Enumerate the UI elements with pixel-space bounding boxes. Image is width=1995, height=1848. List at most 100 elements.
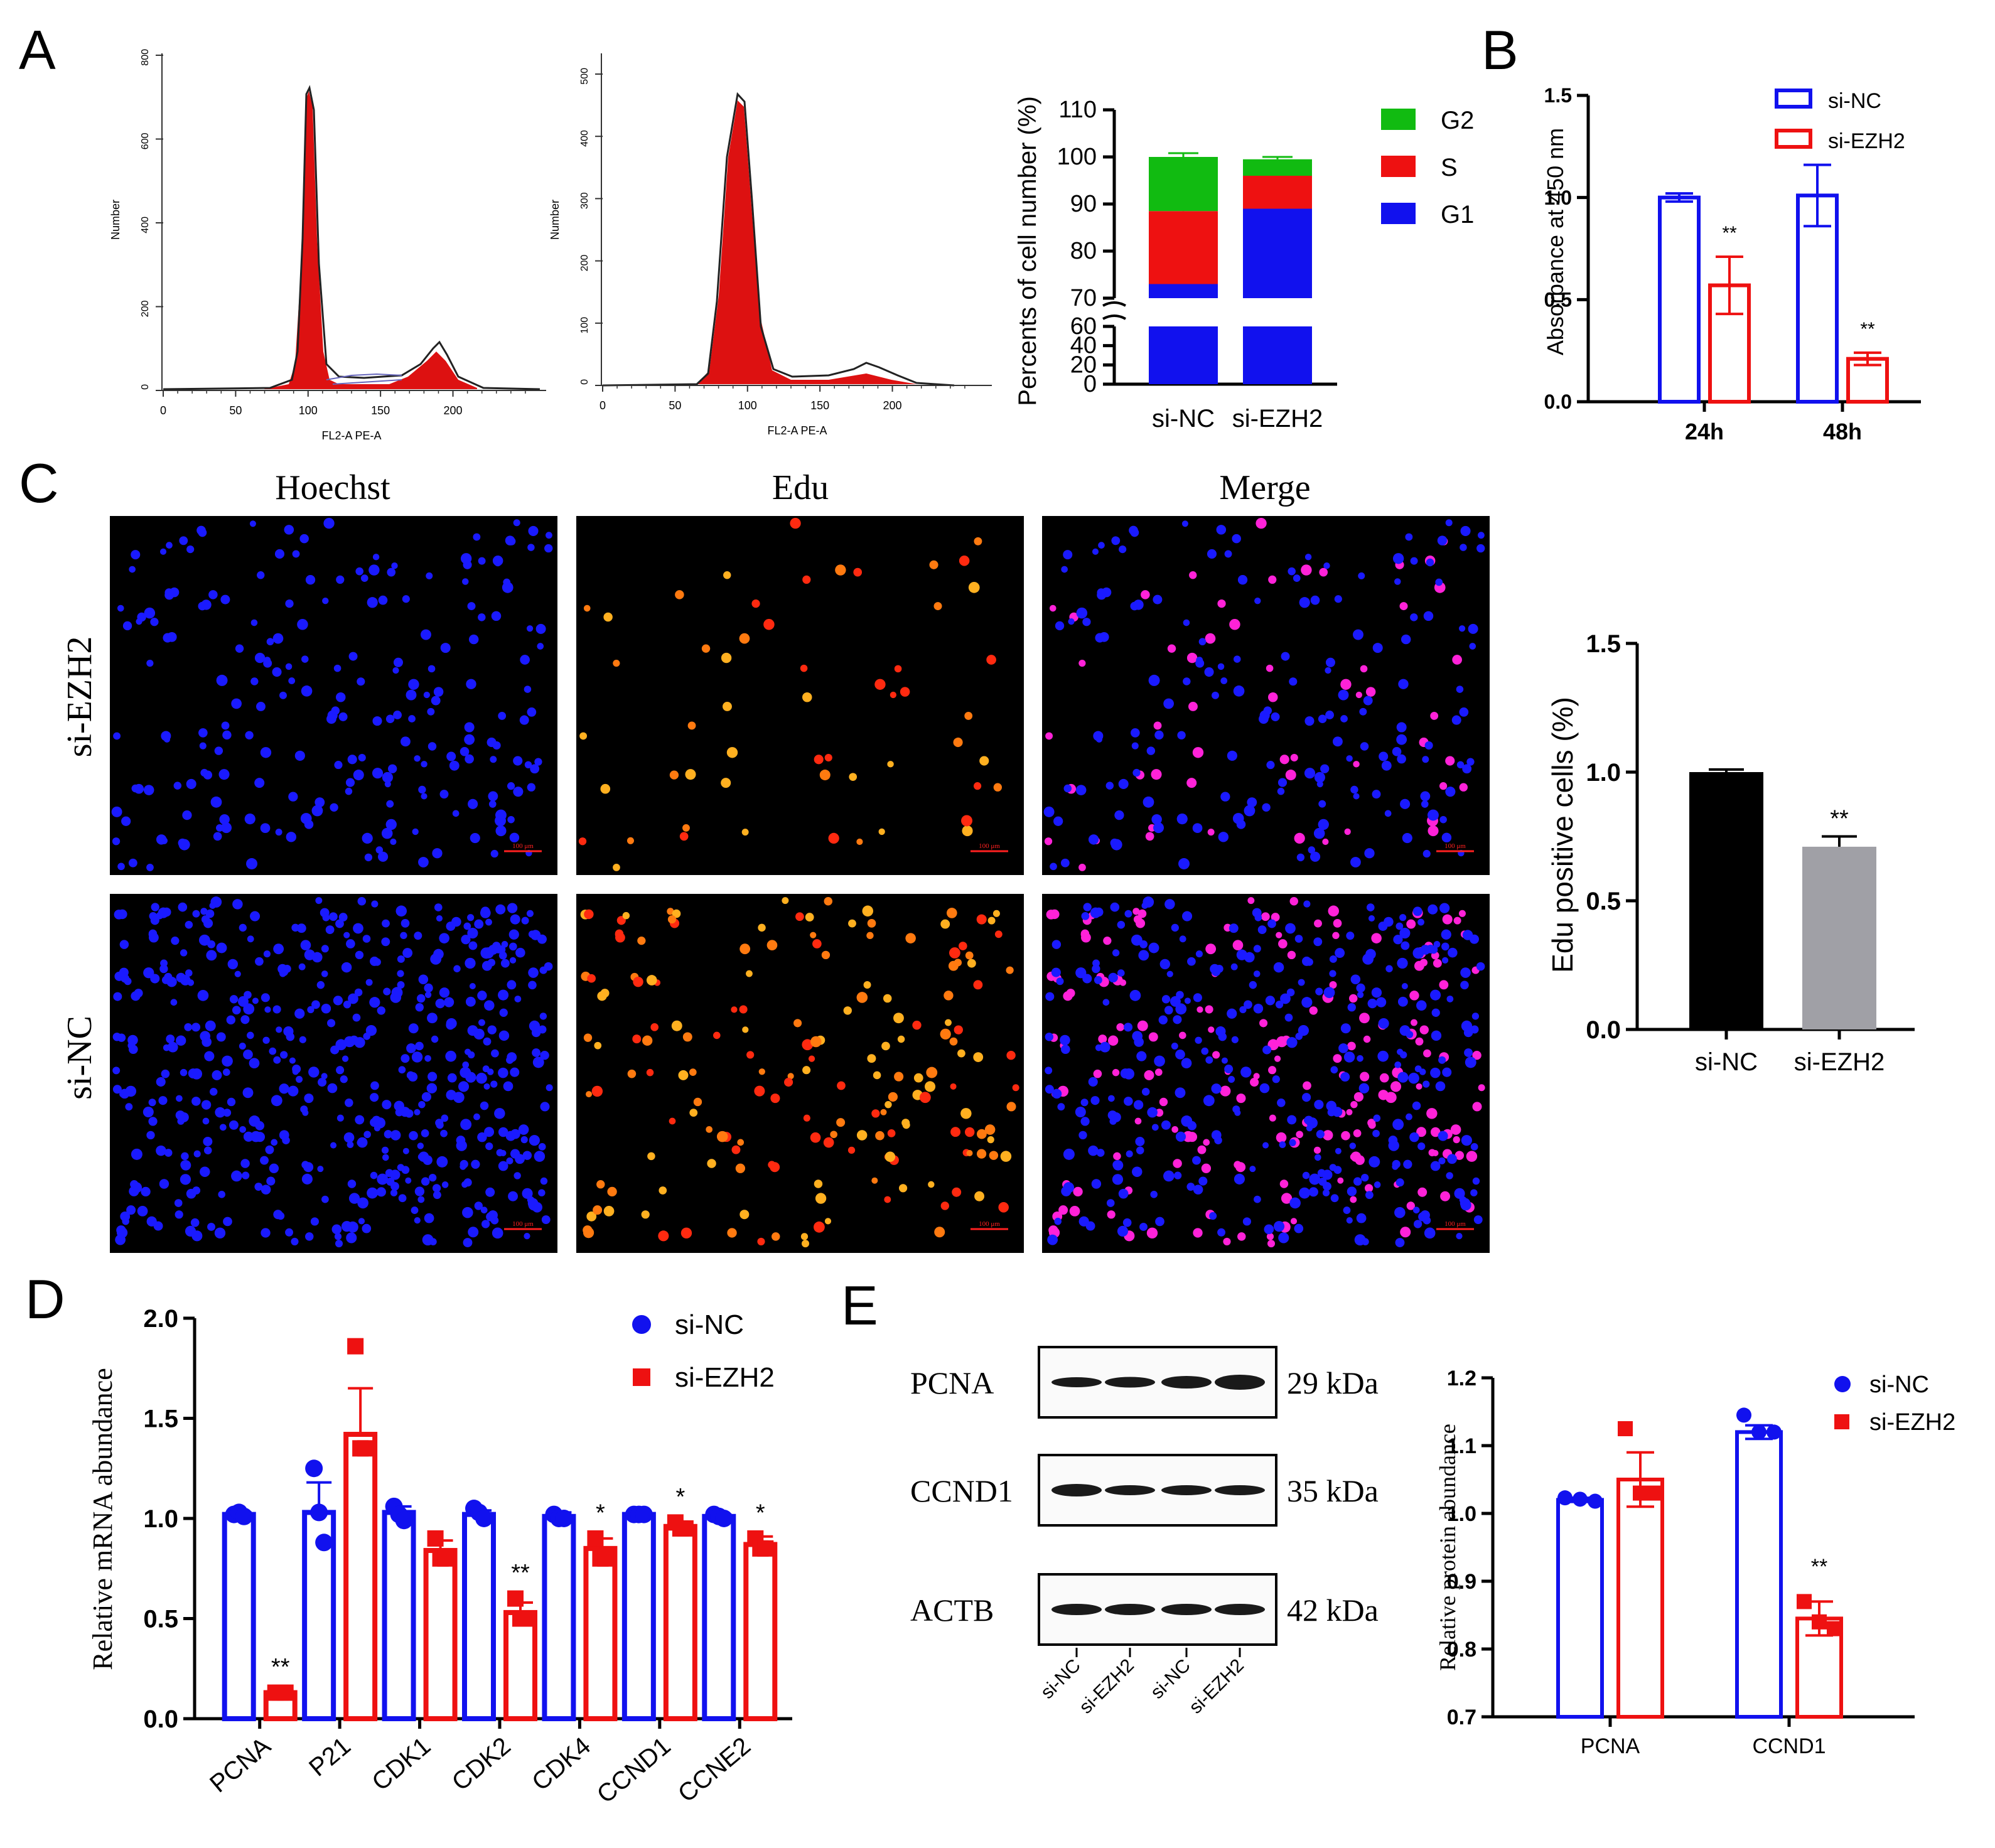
cell-nucleus [1081, 911, 1090, 920]
cell-nucleus [1118, 1188, 1129, 1199]
cell-nucleus [675, 590, 684, 599]
cell-nucleus [739, 943, 751, 955]
y-tick-label: 60 [1070, 313, 1097, 340]
cell-nucleus [893, 1013, 904, 1024]
cell-nucleus [124, 977, 132, 986]
cell-nucleus [480, 1101, 489, 1110]
bar-g1 [1243, 208, 1312, 298]
cell-nucleus [1337, 1177, 1344, 1184]
cell-nucleus [1394, 1206, 1406, 1218]
cell-nucleus [1438, 1056, 1446, 1064]
cell-nucleus [382, 771, 393, 783]
cell-nucleus [1197, 1145, 1207, 1154]
cell-nucleus [954, 1025, 963, 1034]
cell-nucleus [693, 1097, 702, 1107]
bar-si-NC [542, 1513, 576, 1722]
cell-nucleus [170, 999, 178, 1006]
cell-nucleus [950, 1083, 957, 1090]
cell-nucleus [503, 578, 511, 586]
cell-nucleus [219, 1124, 227, 1131]
protein-band [1105, 1377, 1155, 1388]
cell-nucleus [421, 1129, 429, 1137]
cell-nucleus [1264, 1224, 1274, 1235]
cell-nucleus [391, 987, 403, 999]
cell-nucleus [1056, 977, 1064, 986]
cell-nucleus [622, 911, 630, 920]
cell-nucleus [1176, 814, 1188, 825]
cell-nucleus [957, 1049, 965, 1058]
cell-nucleus [191, 1023, 201, 1032]
cell-nucleus [1332, 932, 1340, 940]
cell-nucleus [206, 950, 217, 961]
cell-nucleus [362, 1223, 372, 1233]
legend-label-s: S [1441, 154, 1458, 181]
cell-nucleus [1094, 975, 1102, 984]
cell-nucleus [353, 770, 364, 781]
cell-nucleus [161, 975, 170, 984]
cell-nucleus [1055, 621, 1065, 631]
y-axis-label: Number [549, 200, 561, 240]
cell-nucleus [198, 601, 207, 611]
cell-nucleus [1175, 1131, 1186, 1142]
cell-nucleus [1244, 952, 1255, 963]
cell-nucleus [1112, 1174, 1124, 1185]
cell-nucleus [111, 806, 122, 817]
cell-nucleus [529, 1020, 540, 1032]
cell-nucleus [185, 969, 193, 977]
cell-nucleus [1395, 1178, 1404, 1187]
cell-nucleus [1134, 1117, 1142, 1125]
y-tick-label: 0.8 [1447, 1638, 1476, 1662]
cell-nucleus [1192, 823, 1203, 834]
cell-nucleus [1253, 1073, 1260, 1080]
cell-nucleus [887, 1129, 896, 1137]
cell-nucleus [526, 625, 534, 632]
cell-nucleus [900, 687, 910, 697]
cell-nucleus [1092, 964, 1100, 974]
cell-nucleus [373, 958, 381, 966]
cell-nucleus [1279, 1179, 1289, 1188]
y-tick-label: 1.0 [1586, 759, 1621, 787]
cell-nucleus [372, 768, 384, 779]
cell-nucleus [1426, 1108, 1438, 1119]
data-point [1797, 1594, 1812, 1609]
cell-nucleus [397, 980, 405, 989]
cell-nucleus [199, 934, 210, 946]
cell-nucleus [260, 1156, 269, 1165]
cell-nucleus [509, 942, 517, 951]
cell-nucleus [348, 652, 358, 661]
cell-nucleus [795, 912, 804, 921]
cell-nucleus [1439, 903, 1450, 913]
legend-swatch [1775, 89, 1812, 109]
cell-nucleus [1075, 967, 1087, 979]
cell-nucleus [1362, 953, 1374, 965]
cell-nucleus [468, 1227, 479, 1238]
cell-nucleus [731, 1006, 738, 1013]
cell-nucleus [873, 1071, 881, 1080]
data-point [1736, 1407, 1751, 1423]
data-point [1648, 1485, 1663, 1501]
cell-nucleus [1397, 957, 1408, 969]
cell-nucleus [1304, 768, 1316, 779]
protein-band [1051, 1604, 1102, 1615]
cell-nucleus [1220, 792, 1230, 802]
x-tick-label: CCND1 [1752, 1734, 1826, 1758]
cell-nucleus [973, 1052, 984, 1062]
cell-nucleus [181, 1152, 189, 1161]
cell-nucleus [883, 994, 892, 1003]
cell-nucleus [239, 1042, 246, 1050]
cell-nucleus [940, 1028, 951, 1040]
data-point [715, 1510, 733, 1527]
cell-nucleus [449, 760, 460, 771]
cell-nucleus [1231, 1036, 1239, 1043]
cell-nucleus [1271, 913, 1280, 921]
legend-label-g2: G2 [1441, 107, 1474, 134]
cell-nucleus [784, 1078, 793, 1087]
cell-nucleus [1287, 1115, 1297, 1125]
cell-nucleus [128, 1045, 138, 1055]
cell-nucleus [166, 1034, 175, 1044]
cell-nucleus [940, 919, 950, 929]
cell-nucleus [160, 959, 168, 967]
cell-nucleus [360, 574, 368, 582]
